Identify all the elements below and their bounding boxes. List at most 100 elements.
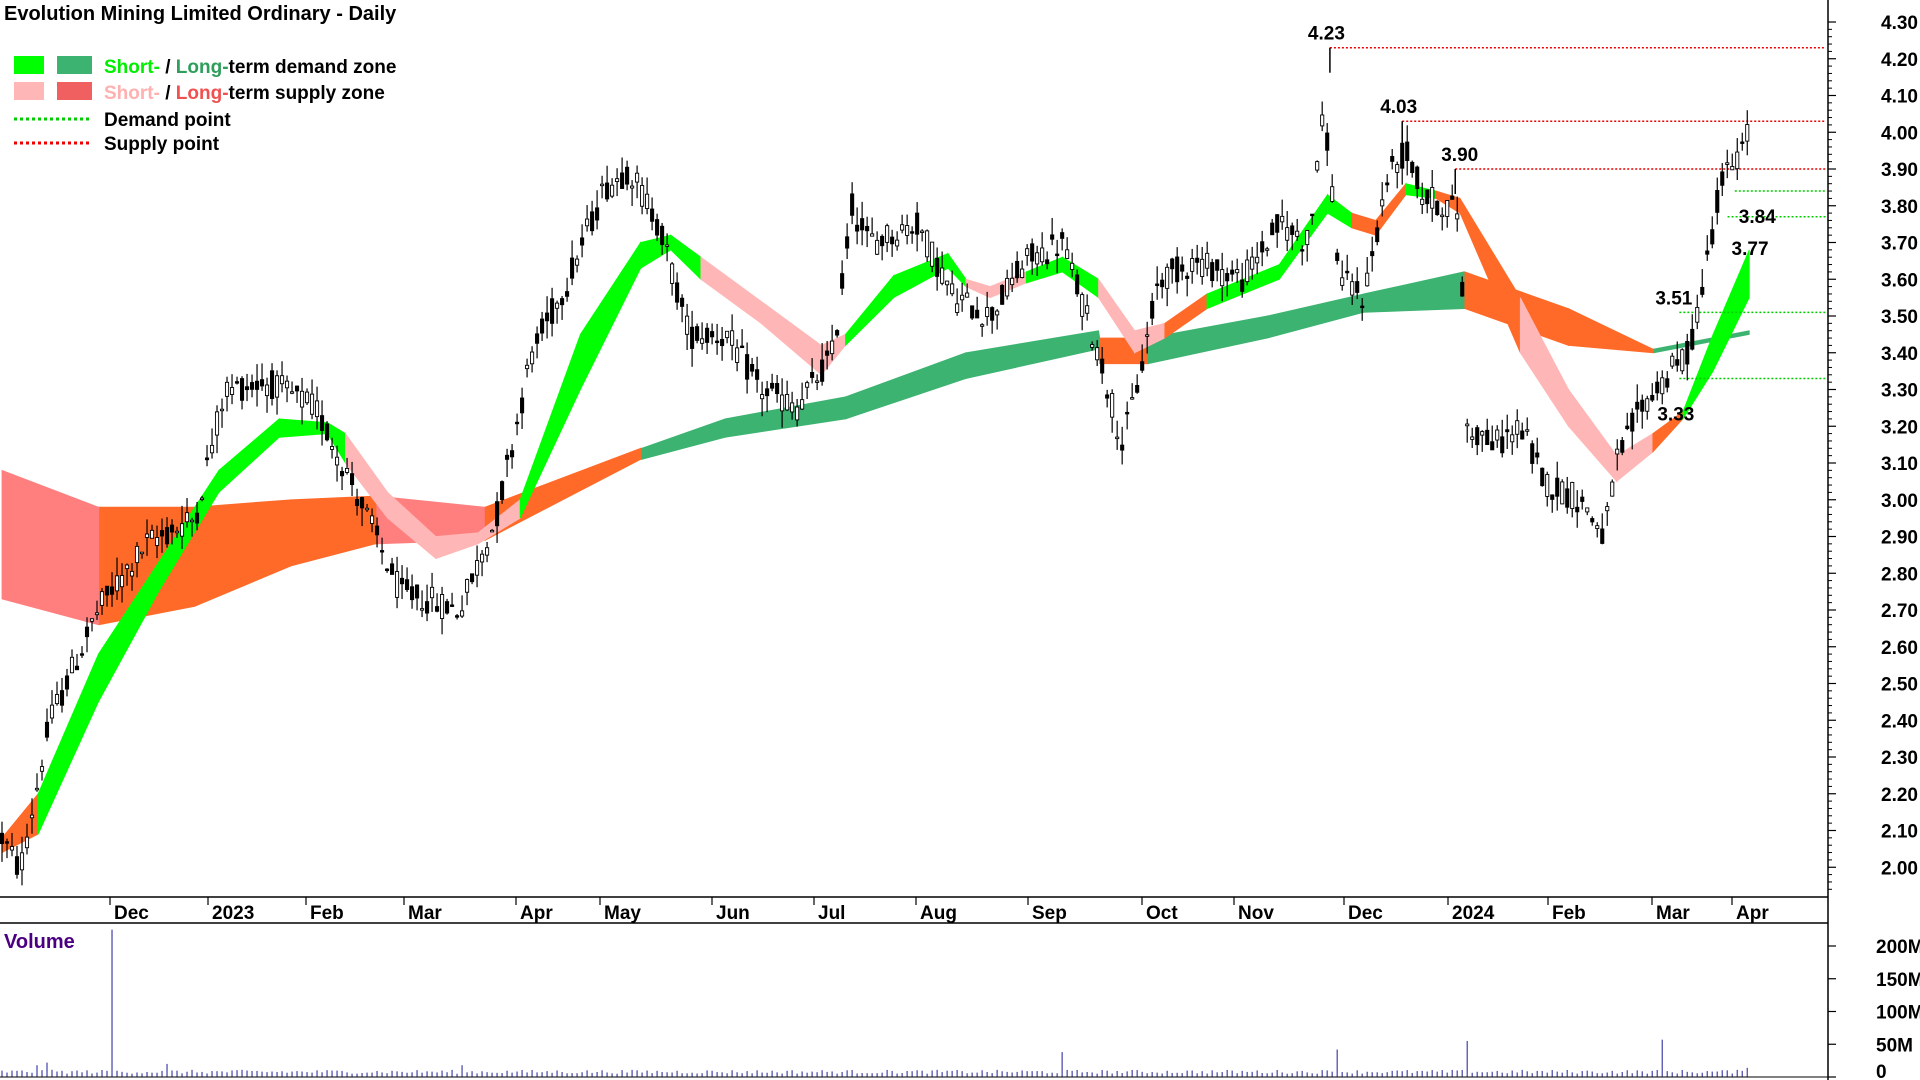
- candle-body: [1170, 258, 1175, 270]
- candle-body: [895, 239, 900, 247]
- candle-body: [1050, 234, 1055, 240]
- volume-bars: [0, 929, 1828, 1078]
- candle-body: [199, 497, 205, 501]
- candle-body: [1210, 262, 1215, 282]
- long-zone-segment: [845, 352, 967, 420]
- demand-supply-point-lines: [1329, 46, 1826, 380]
- long-zone-segment: [1568, 308, 1654, 354]
- legend-supply-rest: term supply zone: [229, 83, 385, 104]
- candle-body: [1740, 141, 1745, 144]
- demand-point-label: 3.33: [1657, 404, 1694, 425]
- candle-body: [930, 241, 935, 267]
- candle-body: [79, 653, 85, 656]
- candle-body: [1075, 274, 1080, 295]
- candle-body: [179, 523, 185, 537]
- candle-body: [249, 382, 255, 390]
- time-axis-ticks: Dec 2023 Feb Mar Apr May Jun Jul Aug Sep Oct Nov Dec…: [109, 897, 1769, 924]
- candle-body: [1255, 256, 1260, 264]
- candle-body: [244, 386, 250, 391]
- candle-body: [1390, 156, 1395, 162]
- volume-tick-label: 50M: [1876, 1035, 1913, 1056]
- legend: Short- / Long-term demand zone Short- / …: [14, 56, 396, 155]
- candle-body: [655, 219, 660, 236]
- candle-body: [119, 575, 125, 588]
- candle-body: [1440, 214, 1445, 218]
- candle-body: [970, 305, 975, 319]
- candle-body: [1370, 251, 1375, 257]
- candle-body: [1010, 277, 1015, 286]
- legend-supply-short: Short-: [104, 83, 160, 104]
- time-tick-label: Mar: [408, 903, 442, 924]
- candle-body: [1425, 189, 1430, 205]
- candle-body: [1505, 429, 1510, 433]
- short-term-zone-band: [1, 182, 1750, 854]
- candle-body: [950, 283, 955, 295]
- candle-body: [224, 381, 230, 397]
- candle-body: [1090, 344, 1095, 348]
- candle-body: [1140, 361, 1145, 371]
- candle-body: [625, 166, 630, 185]
- candle-body: [1530, 443, 1535, 464]
- candle-body: [1675, 359, 1680, 366]
- candle-body: [144, 533, 150, 538]
- candle-body: [1055, 253, 1060, 257]
- candle-body: [490, 529, 495, 533]
- candle-body: [1400, 142, 1405, 169]
- candle-body: [1350, 281, 1355, 296]
- candle-body: [309, 393, 315, 415]
- short-zone-segment: [670, 234, 702, 281]
- candle-body: [1195, 257, 1200, 263]
- price-tick-label: 2.50: [1881, 675, 1918, 696]
- legend-demand-short: Short-: [104, 57, 160, 78]
- candle-body: [595, 207, 600, 221]
- candle-body: [400, 577, 405, 585]
- candle-body: [1525, 429, 1530, 432]
- legend-supply-zone: Short- / Long-term supply zone: [104, 83, 385, 104]
- candle-body: [49, 704, 55, 719]
- candle-body: [1245, 259, 1250, 283]
- candle-body: [870, 233, 875, 237]
- candle-body: [345, 467, 350, 473]
- price-tick-label: 3.50: [1881, 307, 1918, 328]
- candle-body: [715, 340, 720, 344]
- candle-body: [1205, 252, 1210, 269]
- candle-body: [1450, 195, 1455, 200]
- legend-demand-point: Demand point: [104, 110, 231, 131]
- candle-body: [1305, 230, 1310, 246]
- candle-body: [1160, 279, 1165, 288]
- candle-body: [209, 444, 215, 454]
- short-zone-segment: [700, 256, 762, 325]
- candle-body: [755, 369, 760, 380]
- time-tick-label: May: [604, 903, 641, 924]
- candle-body: [805, 382, 810, 388]
- candle-body: [154, 537, 160, 546]
- candle-body: [189, 519, 195, 523]
- time-tick-label: Aug: [920, 903, 957, 924]
- candle-body: [1230, 269, 1235, 275]
- candle-body: [570, 257, 575, 279]
- candle-body: [855, 224, 860, 232]
- candle-body: [219, 408, 225, 412]
- candle-body: [1645, 398, 1650, 412]
- time-tick-label: Jul: [818, 903, 845, 924]
- candle-body: [1395, 164, 1400, 173]
- candle-body: [985, 307, 990, 317]
- candle-body: [780, 394, 785, 412]
- candle-body: [194, 512, 200, 524]
- time-tick-label: Feb: [1552, 903, 1586, 924]
- candle-body: [34, 787, 40, 791]
- candle-body: [745, 354, 750, 380]
- candle-body: [1165, 266, 1170, 289]
- candle-body: [139, 551, 145, 555]
- volume-axis-ticks: 200M 150M 100M 50M 0: [1828, 937, 1920, 1080]
- candle-body: [820, 359, 825, 382]
- legend-supply-sep: /: [160, 83, 176, 104]
- candle-body: [274, 375, 280, 398]
- price-tick-label: 2.40: [1881, 711, 1918, 732]
- candle-body: [515, 421, 520, 425]
- candle-body: [314, 400, 320, 418]
- candle-body: [1480, 431, 1485, 436]
- price-tick-label: 2.90: [1881, 528, 1918, 549]
- candle-body: [940, 267, 945, 284]
